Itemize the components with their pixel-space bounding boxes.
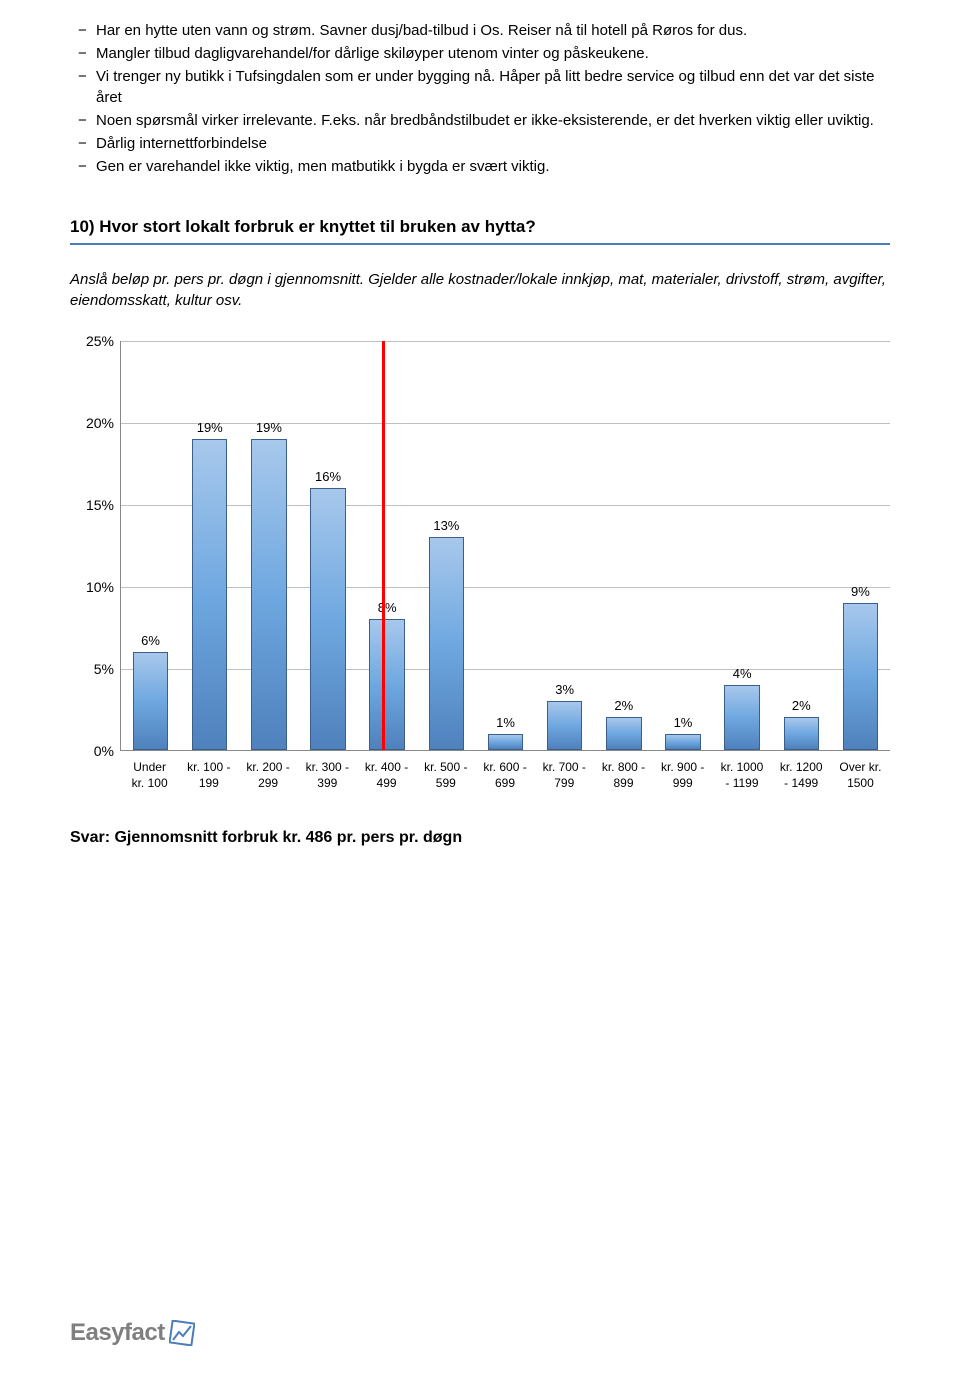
x-tick-label: kr. 400 -499 [357, 756, 416, 811]
bar-value-label: 2% [594, 698, 653, 713]
footer-logo: Easyfact [70, 1319, 195, 1347]
x-tick-label: Over kr.1500 [831, 756, 890, 811]
bar-slot: 16% [298, 341, 357, 750]
bar-slot: 19% [239, 341, 298, 750]
y-tick-label: 20% [70, 415, 114, 431]
answer-summary: Svar: Gjennomsnitt forbruk kr. 486 pr. p… [70, 829, 890, 847]
bullet-text: Noen spørsmål virker irrelevante. F.eks.… [96, 110, 890, 131]
bullet-dash-icon: − [78, 43, 96, 64]
bar-slot: 4% [713, 341, 772, 750]
bar [843, 603, 878, 750]
x-tick-label: kr. 700 -799 [535, 756, 594, 811]
bar-value-label: 1% [653, 715, 712, 730]
bullet-text: Vi trenger ny butikk i Tufsingdalen som … [96, 66, 890, 108]
bar [369, 619, 404, 750]
x-tick-label: kr. 1200- 1499 [772, 756, 831, 811]
bar [665, 734, 700, 750]
bar [429, 537, 464, 750]
question-heading: 10) Hvor stort lokalt forbruk er knyttet… [70, 217, 890, 237]
bullet-text: Dårlig internettforbindelse [96, 133, 890, 154]
median-line [382, 341, 385, 750]
x-tick-label: kr. 100 -199 [179, 756, 238, 811]
bar-value-label: 3% [535, 682, 594, 697]
bar-slot: 1% [653, 341, 712, 750]
x-tick-label: kr. 1000- 1199 [712, 756, 771, 811]
bar-slot: 9% [831, 341, 890, 750]
spending-chart: 0%5%10%15%20%25% 6%19%19%16%8%13%1%3%2%1… [70, 341, 890, 811]
x-tick-label: Underkr. 100 [120, 756, 179, 811]
bar [192, 439, 227, 750]
heading-underline [70, 243, 890, 245]
bullet-list: −Har en hytte uten vann og strøm. Savner… [78, 20, 890, 177]
bar-value-label: 13% [417, 518, 476, 533]
bar [547, 701, 582, 750]
bar-value-label: 4% [713, 666, 772, 681]
bullet-dash-icon: − [78, 66, 96, 87]
x-tick-label: kr. 200 -299 [238, 756, 297, 811]
bullet-item: −Noen spørsmål virker irrelevante. F.eks… [78, 110, 890, 131]
bar [724, 685, 759, 750]
bullet-item: −Har en hytte uten vann og strøm. Savner… [78, 20, 890, 41]
x-axis-labels: Underkr. 100kr. 100 -199kr. 200 -299kr. … [120, 756, 890, 811]
bar-value-label: 1% [476, 715, 535, 730]
x-tick-label: kr. 900 -999 [653, 756, 712, 811]
bullet-item: −Dårlig internettforbindelse [78, 133, 890, 154]
bullet-item: −Mangler tilbud dagligvarehandel/for dår… [78, 43, 890, 64]
x-tick-label: kr. 500 -599 [416, 756, 475, 811]
y-tick-label: 5% [70, 661, 114, 677]
bar [488, 734, 523, 750]
bar-slot: 19% [180, 341, 239, 750]
intro-text: Anslå beløp pr. pers pr. døgn i gjennoms… [70, 269, 890, 311]
x-tick-label: kr. 800 -899 [594, 756, 653, 811]
bar-slot: 3% [535, 341, 594, 750]
bar-slot: 8% [358, 341, 417, 750]
bar-slot: 6% [121, 341, 180, 750]
bullet-text: Mangler tilbud dagligvarehandel/for dårl… [96, 43, 890, 64]
bar [133, 652, 168, 750]
x-tick-label: kr. 600 -699 [475, 756, 534, 811]
bar-value-label: 9% [831, 584, 890, 599]
bar-value-label: 8% [358, 600, 417, 615]
x-tick-label: kr. 300 -399 [298, 756, 357, 811]
bar [606, 717, 641, 750]
bar-slot: 1% [476, 341, 535, 750]
bullet-text: Gen er varehandel ikke viktig, men matbu… [96, 156, 890, 177]
bullet-text: Har en hytte uten vann og strøm. Savner … [96, 20, 890, 41]
y-tick-label: 10% [70, 579, 114, 595]
bar [310, 488, 345, 750]
y-tick-label: 25% [70, 333, 114, 349]
bar-value-label: 6% [121, 633, 180, 648]
chart-bars: 6%19%19%16%8%13%1%3%2%1%4%2%9% [121, 341, 890, 750]
logo-text: Easyfact [70, 1319, 165, 1347]
bar-value-label: 19% [180, 420, 239, 435]
bar-slot: 2% [594, 341, 653, 750]
bar-value-label: 16% [298, 469, 357, 484]
bar-value-label: 19% [239, 420, 298, 435]
bullet-dash-icon: − [78, 20, 96, 41]
chart-plot-area: 6%19%19%16%8%13%1%3%2%1%4%2%9% [120, 341, 890, 751]
bar [251, 439, 286, 750]
bar-value-label: 2% [772, 698, 831, 713]
bullet-item: −Vi trenger ny butikk i Tufsingdalen som… [78, 66, 890, 108]
y-tick-label: 0% [70, 743, 114, 759]
bar-slot: 13% [417, 341, 476, 750]
bullet-item: −Gen er varehandel ikke viktig, men matb… [78, 156, 890, 177]
bullet-dash-icon: − [78, 110, 96, 131]
y-tick-label: 15% [70, 497, 114, 513]
bullet-dash-icon: − [78, 133, 96, 154]
logo-mark-icon [169, 1320, 195, 1346]
bullet-dash-icon: − [78, 156, 96, 177]
bar [784, 717, 819, 750]
bar-slot: 2% [772, 341, 831, 750]
